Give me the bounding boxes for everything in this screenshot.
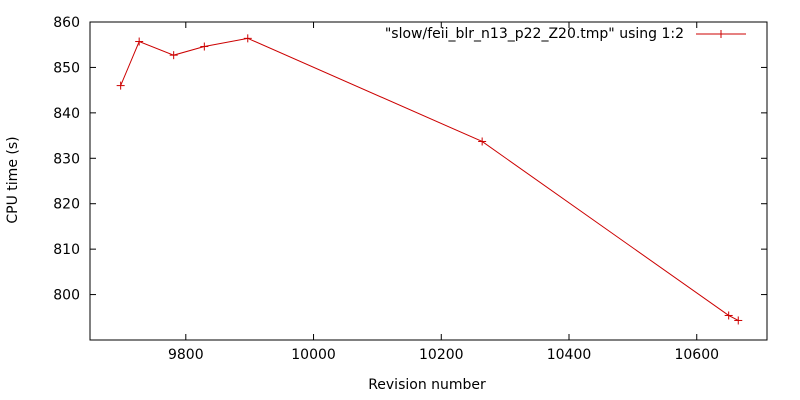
x-tick-label: 10600 (674, 347, 719, 363)
y-tick-label: 820 (53, 197, 80, 213)
y-tick-label: 860 (53, 15, 80, 31)
plot-border (89, 21, 768, 341)
y-tick-label: 810 (53, 242, 80, 258)
y-tick-label: 840 (53, 106, 80, 122)
y-axis-ticks: 800 810 820 830 840 850 860 (53, 15, 767, 304)
legend-marker (717, 30, 725, 38)
y-tick-label: 800 (53, 288, 80, 304)
y-tick-label: 850 (53, 60, 80, 76)
y-axis-label: CPU time (s) (5, 136, 21, 223)
data-point (478, 137, 487, 146)
data-point (724, 311, 733, 320)
legend-label: "slow/feii_blr_n13_p22_Z20.tmp" using 1:… (385, 26, 684, 42)
data-point (200, 42, 209, 51)
x-axis-ticks: 9800 10000 10200 10400 10600 (168, 22, 719, 363)
data-point (169, 51, 178, 60)
series-layer (116, 34, 743, 325)
plot-frame (89, 21, 768, 341)
x-tick-label: 10000 (291, 347, 336, 363)
legend: "slow/feii_blr_n13_p22_Z20.tmp" using 1:… (385, 26, 746, 42)
x-tick-label: 10400 (547, 347, 592, 363)
y-tick-label: 830 (53, 151, 80, 167)
data-point (135, 37, 144, 46)
series-line (120, 37, 739, 321)
data-point (734, 316, 743, 325)
data-point (116, 81, 125, 90)
data-point (243, 34, 252, 43)
x-tick-label: 9800 (168, 347, 204, 363)
x-axis-label: Revision number (368, 377, 486, 393)
x-tick-label: 10200 (419, 347, 464, 363)
